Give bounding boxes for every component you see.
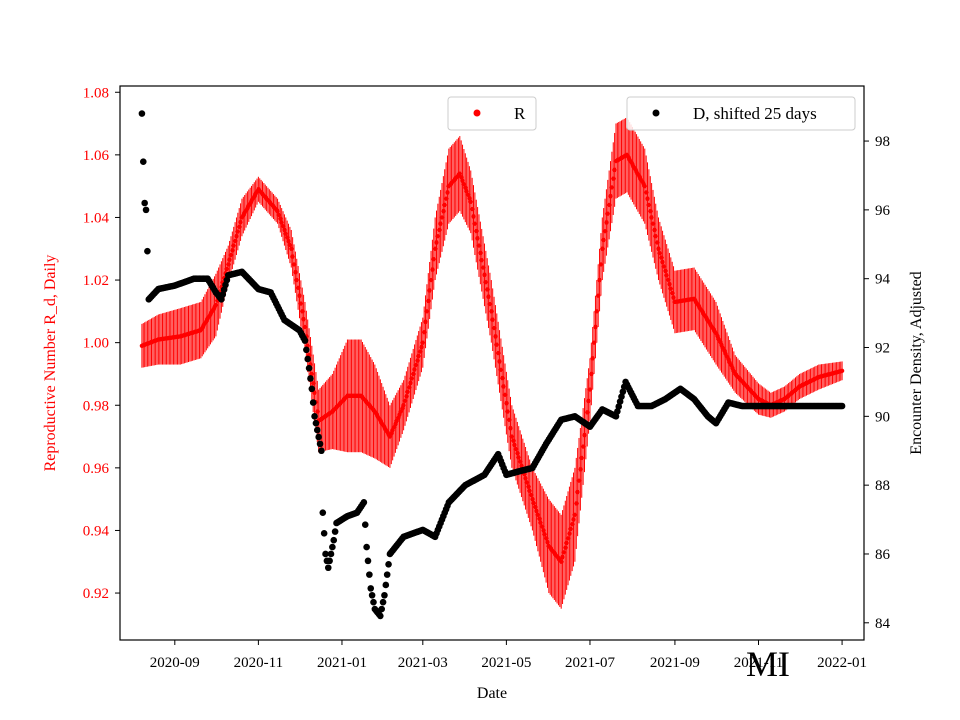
series-d-layer: [138, 110, 846, 620]
right-tick-label: 86: [875, 547, 891, 563]
d-point: [319, 509, 327, 516]
x-tick-label: 2021-11: [734, 655, 783, 671]
d-point: [378, 605, 386, 613]
d-point: [320, 530, 328, 537]
d-point: [368, 591, 376, 599]
d-point: [315, 433, 322, 441]
x-tick-label: 2021-09: [650, 655, 700, 671]
left-tick-label: 1.08: [83, 85, 109, 101]
d-point: [139, 158, 147, 166]
d-point: [144, 247, 151, 255]
x-axis-ticks: 2020-09 2020-11 2021-01 2021-03 2021-05 2021-…: [150, 640, 867, 671]
legend-d-box: [626, 96, 856, 131]
d-point: [309, 399, 317, 406]
right-tick-label: 96: [875, 203, 891, 219]
d-point: [308, 385, 316, 393]
right-tick-label: 88: [875, 478, 890, 494]
left-tick-label: 0.98: [83, 398, 109, 414]
d-point: [377, 612, 384, 620]
d-point: [382, 581, 390, 589]
right-tick-label: 90: [875, 409, 890, 425]
d-point: [364, 557, 372, 565]
d-point: [304, 355, 312, 363]
plot-frame: [119, 85, 865, 641]
right-axis-ticks: 84 86 88 90 92 94 96 98: [864, 134, 891, 632]
x-tick-label: 2021-03: [398, 655, 448, 671]
d-point: [318, 447, 325, 455]
d-point: [138, 110, 146, 117]
plot-area: [138, 110, 846, 620]
left-tick-label: 0.96: [83, 461, 110, 477]
left-tick-label: 1.04: [83, 210, 110, 226]
d-point: [311, 413, 318, 420]
x-tick-label: 2021-07: [565, 655, 615, 671]
d-point: [307, 375, 314, 382]
d-point: [360, 499, 368, 506]
right-tick-label: 98: [875, 134, 890, 150]
d-point: [301, 337, 309, 344]
d-point: [838, 402, 846, 410]
left-tick-label: 1.06: [83, 148, 110, 164]
r-point: [839, 368, 845, 374]
legend-r-label: R: [514, 104, 526, 123]
left-axis-ticks: 0.92 0.94 0.96 0.98 1.00 1.02 1.04 1.06 1.08: [83, 85, 120, 602]
d-point: [385, 560, 392, 568]
left-axis-label: Reproductive Number R_d, Daily: [42, 255, 59, 472]
x-axis-label: Date: [477, 685, 507, 702]
d-point: [326, 557, 333, 565]
legend-d-label: D, shifted 25 days: [693, 104, 817, 123]
d-point: [367, 585, 375, 592]
left-tick-label: 1.02: [83, 273, 109, 289]
watermark: MI: [746, 644, 790, 684]
d-point: [316, 440, 324, 448]
legend-r: R: [447, 96, 537, 131]
d-point: [141, 199, 148, 207]
right-axis-label: Encounter Density, Adjusted: [908, 271, 925, 454]
legend-r-marker: [473, 109, 481, 117]
x-tick-label: 2022-01: [817, 655, 867, 671]
legend-r-box: [447, 96, 537, 131]
d-point: [324, 564, 332, 572]
d-point: [381, 591, 388, 599]
x-tick-label: 2021-05: [481, 655, 531, 671]
d-point: [331, 528, 339, 535]
right-tick-label: 92: [875, 341, 890, 357]
d-point: [329, 543, 336, 551]
d-point: [327, 550, 335, 558]
d-point: [314, 426, 321, 434]
d-point: [305, 364, 313, 372]
d-point: [330, 536, 338, 544]
left-tick-label: 1.00: [83, 336, 109, 352]
left-tick-label: 0.94: [83, 523, 110, 539]
d-point: [366, 571, 373, 578]
right-tick-label: 94: [875, 272, 891, 288]
d-point: [379, 598, 387, 606]
d-point: [312, 419, 320, 427]
d-point: [363, 543, 370, 551]
d-point: [370, 598, 377, 606]
d-point: [142, 206, 150, 214]
d-point: [322, 550, 329, 558]
legend-d-marker: [652, 109, 660, 117]
d-point: [303, 346, 310, 354]
x-tick-label: 2020-11: [234, 655, 283, 671]
d-point: [383, 571, 391, 578]
left-tick-label: 0.92: [83, 586, 109, 602]
d-point: [361, 521, 369, 529]
x-tick-label: 2020-09: [150, 655, 200, 671]
x-tick-label: 2021-01: [317, 655, 367, 671]
right-tick-label: 84: [875, 616, 891, 632]
legend-d: D, shifted 25 days: [626, 96, 856, 131]
